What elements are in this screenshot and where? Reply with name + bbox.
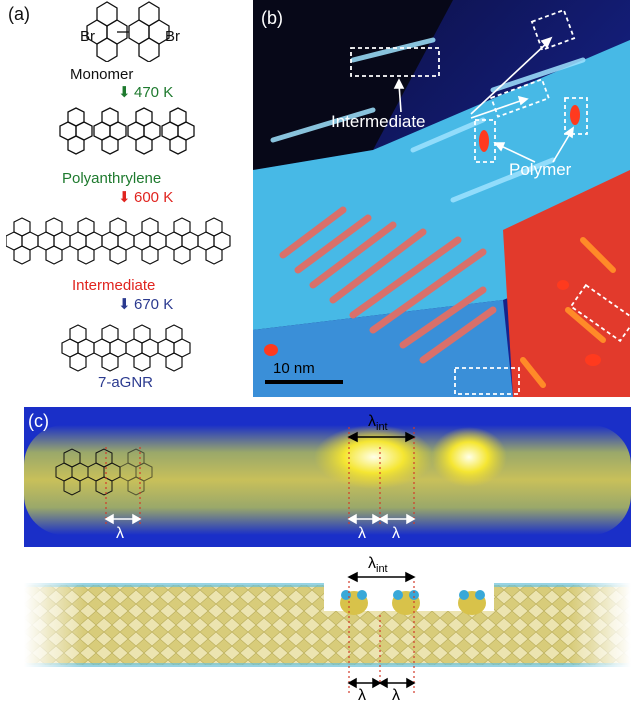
polyanthrylene-label: Polyanthrylene <box>62 170 162 187</box>
lambda-top-1: λ <box>116 525 124 542</box>
lambda-top-3: λ <box>392 525 400 542</box>
lambda-bottom-1: λ <box>358 687 366 704</box>
panel-a-label: (a) <box>8 4 30 24</box>
panel-c-label: (c) <box>28 411 49 431</box>
br-right: Br <box>165 28 180 45</box>
intermediate-chem-label: Intermediate <box>72 277 156 294</box>
step1-temp: 470 K <box>134 84 174 101</box>
step1-arrow-icon: ⬇ <box>118 84 131 101</box>
lambda-top-2: λ <box>358 525 366 542</box>
lambda-int-bottom: λint <box>368 555 388 576</box>
lambda-bottom-2: λ <box>392 687 400 704</box>
monomer-structure <box>86 1 170 62</box>
gnr-label: 7-aGNR <box>98 374 154 391</box>
gnr-structure <box>61 324 191 372</box>
ribbon-model-graphic <box>24 571 631 695</box>
polyanthrylene-structure <box>59 107 195 155</box>
intermediate-annotation: Intermediate <box>331 112 426 131</box>
panel-b-stm-image: (b) Intermediate Polymer 10 nm <box>253 0 630 397</box>
panel-b-label: (b) <box>261 8 283 28</box>
step3-arrow-icon: ⬇ <box>118 296 131 313</box>
ribbon-stm-graphic <box>24 425 631 535</box>
step2-temp: 600 K <box>134 189 174 206</box>
lambda-int-top: λint <box>368 413 388 434</box>
panel-c-model: λint λ λ <box>24 555 631 705</box>
intermediate-structure <box>6 217 231 265</box>
step2-arrow-icon: ⬇ <box>118 189 131 206</box>
scale-bar-label: 10 nm <box>273 360 315 377</box>
monomer-label: Monomer <box>70 66 134 83</box>
panel-a: (a) Br Br Monomer ⬇ 470 K <box>0 0 250 400</box>
stm-image-graphic <box>253 0 630 397</box>
br-left: Br <box>80 28 95 45</box>
panel-c-stm-image: (c) λint λ λ λ <box>24 407 631 547</box>
polymer-annotation: Polymer <box>509 160 572 179</box>
step3-temp: 670 K <box>134 296 174 313</box>
